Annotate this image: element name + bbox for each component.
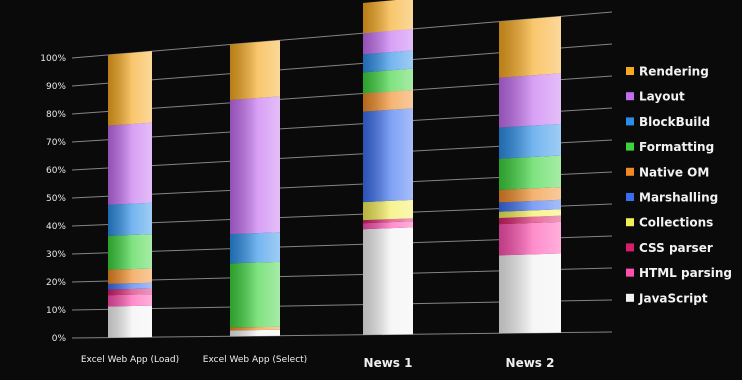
bar-sheen-news-1-collections [363,199,413,221]
bar-sheen-excel-web-app-select-layout [230,96,280,235]
y-tick-100: 100% [40,54,66,64]
bar-sheen-news-1-marshalling [363,108,413,203]
bar-sheen-news-2-blockbuild [499,123,561,159]
y-axis-ticks: 0% 10% 20% 30% 40% 50% 60% 70% 80% 90% 100% [40,54,66,344]
bar-sheen-news-2-marshalling [499,199,561,212]
legend-label-javascript: JavaScript [638,291,708,305]
legend-swatch-marshalling [626,193,634,201]
legend-label-native-om: Native OM [639,165,709,179]
y-tick-60: 60% [46,166,66,176]
bar-sheen-news-1-html-parsing [363,221,413,230]
bar-sheen-excel-web-app-load-css-parser [108,288,152,296]
bar-sheen-news-2-css-parser [499,215,561,225]
bar-sheen-excel-web-app-select-rendering [230,40,280,100]
legend-swatch-javascript [626,293,634,302]
y-tick-80: 80% [46,110,66,120]
bar-sheen-news-1-native-om [363,90,413,112]
y-tick-50: 50% [46,194,66,204]
y-tick-30: 30% [46,250,66,260]
legend-swatch-collections [626,218,634,227]
y-tick-70: 70% [46,138,66,148]
x-label-excel-web-app-load: Excel Web App (Load) [81,355,179,365]
legend-label-marshalling: Marshalling [639,191,718,205]
bar-sheen-news-2-rendering [499,16,561,78]
legend-label-formatting: Formatting [639,140,714,154]
bar-sheen-news-1-css-parser [363,218,413,224]
legend: Rendering Layout BlockBuild Formatting Nativ… [626,65,732,305]
x-label-news-2: News 2 [506,356,555,370]
bar-sheen-excel-web-app-select-javascript [230,329,280,337]
bar-sheen-excel-web-app-load-html-parsing [108,294,152,307]
bar-sheen-excel-web-app-load-formatting [108,234,152,270]
legend-swatch-native-om [626,167,634,176]
x-label-excel-web-app-select: Excel Web App (Select) [203,355,307,365]
bars [108,0,561,338]
x-axis-labels: Excel Web App (Load) Excel Web App (Selec… [81,355,555,370]
legend-swatch-blockbuild [626,117,634,126]
bar-sheen-excel-web-app-load-blockbuild [108,202,152,236]
bar-sheen-news-2-native-om [499,187,561,203]
bar-sheen-excel-web-app-select-formatting [230,261,280,328]
bar-sheen-news-1-blockbuild [363,50,413,73]
y-tick-40: 40% [46,222,66,232]
bar-sheen-news-2-javascript [499,253,561,334]
bar-sheen-news-1-layout [363,28,413,55]
legend-label-blockbuild: BlockBuild [639,115,710,129]
legend-label-html-parsing: HTML parsing [639,266,732,280]
bar-sheen-news-2-collections [499,209,561,218]
y-tick-90: 90% [46,82,66,92]
y-tick-20: 20% [46,278,66,288]
legend-label-rendering: Rendering [639,65,709,79]
legend-swatch-layout [626,92,634,101]
x-label-news-1: News 1 [364,356,413,370]
legend-label-layout: Layout [639,90,685,104]
bar-sheen-excel-web-app-select-blockbuild [230,232,280,264]
legend-swatch-html-parsing [626,268,634,277]
legend-label-collections: Collections [639,216,713,230]
bar-sheen-news-1-rendering [363,0,413,34]
bar-sheen-news-2-html-parsing [499,221,561,256]
legend-swatch-css-parser [626,243,634,252]
bar-sheen-news-2-layout [499,73,561,128]
bar-sheen-excel-web-app-load-rendering [108,51,152,126]
legend-swatch-rendering [626,67,634,75]
legend-swatch-formatting [626,142,634,151]
legend-label-css-parser: CSS parser [639,241,713,255]
bar-sheen-excel-web-app-load-javascript [108,305,152,338]
bar-sheen-excel-web-app-load-marshalling [108,282,152,290]
bar-sheen-news-2-formatting [499,155,561,190]
bar-sheen-news-1-formatting [363,68,413,94]
bar-sheen-news-1-javascript [363,227,413,335]
y-tick-10: 10% [46,306,66,316]
bar-sheen-excel-web-app-select-native-om [230,326,280,331]
bar-sheen-excel-web-app-load-native-om [108,268,152,284]
bar-sheen-excel-web-app-load-layout [108,122,152,205]
y-tick-0: 0% [52,334,67,344]
